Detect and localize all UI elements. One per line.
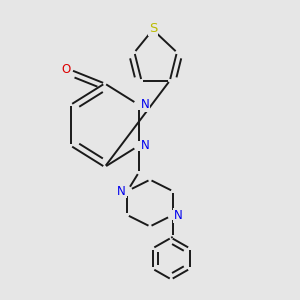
- Text: S: S: [148, 22, 157, 35]
- Text: O: O: [62, 63, 71, 76]
- Text: N: N: [140, 139, 149, 152]
- Text: N: N: [117, 184, 126, 197]
- Text: N: N: [140, 98, 149, 111]
- Text: N: N: [174, 208, 183, 222]
